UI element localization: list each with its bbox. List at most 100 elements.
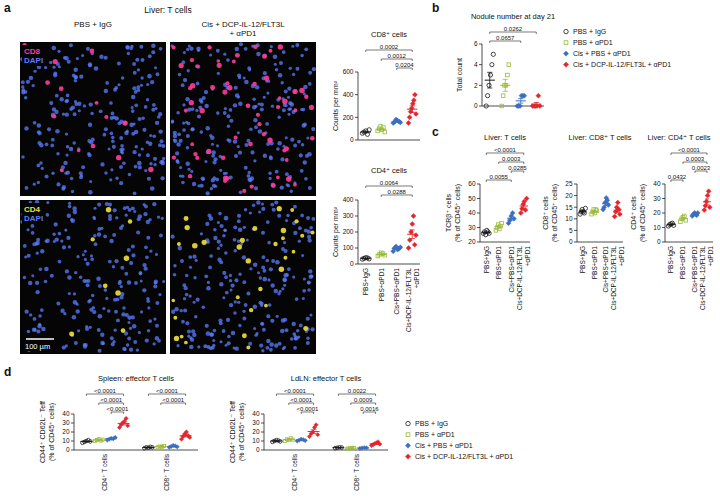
y-tick bbox=[662, 213, 665, 214]
nucleus bbox=[46, 213, 50, 217]
nucleus bbox=[144, 169, 147, 172]
stained-cell bbox=[188, 86, 192, 90]
nucleus bbox=[108, 147, 111, 150]
nucleus bbox=[262, 269, 266, 273]
stained-cell bbox=[128, 219, 132, 223]
nucleus bbox=[85, 325, 88, 328]
y-tick bbox=[479, 106, 482, 107]
nucleus bbox=[237, 145, 240, 148]
nucleus bbox=[161, 144, 165, 148]
nucleus bbox=[256, 52, 260, 56]
stained-cell bbox=[190, 58, 194, 62]
stained-cell bbox=[91, 144, 96, 149]
nucleus bbox=[189, 47, 193, 51]
nucleus bbox=[301, 143, 304, 146]
y-tick-label: 20 bbox=[62, 428, 70, 435]
nucleus bbox=[298, 226, 302, 230]
nucleus bbox=[233, 238, 237, 242]
nucleus bbox=[278, 73, 283, 78]
nucleus bbox=[220, 224, 224, 228]
nucleus bbox=[50, 144, 54, 148]
nucleus bbox=[307, 281, 311, 285]
nucleus bbox=[114, 259, 118, 263]
nucleus bbox=[185, 97, 189, 101]
nucleus bbox=[159, 160, 163, 164]
nucleus bbox=[262, 277, 267, 282]
nucleus bbox=[121, 151, 124, 154]
chart: CD8⁺ cells0200400600Counts per mm²0.0002… bbox=[332, 30, 420, 143]
nucleus bbox=[21, 88, 25, 92]
nucleus bbox=[77, 329, 80, 332]
mean-line bbox=[357, 447, 369, 448]
p-value: <0.0001 bbox=[284, 388, 307, 394]
nucleus bbox=[69, 147, 74, 152]
error-bar bbox=[669, 224, 673, 225]
mean-line bbox=[691, 214, 699, 215]
stained-cell bbox=[193, 152, 197, 156]
y-tick bbox=[355, 117, 358, 118]
stained-cell bbox=[293, 108, 297, 112]
image-background bbox=[170, 42, 316, 196]
nucleus bbox=[35, 281, 39, 285]
nucleus bbox=[137, 68, 140, 71]
nucleus bbox=[252, 204, 255, 207]
nucleus bbox=[155, 324, 159, 328]
marks bbox=[80, 416, 191, 450]
stain-label: CD8 bbox=[24, 47, 41, 56]
marks bbox=[481, 196, 529, 237]
nucleus bbox=[208, 266, 212, 270]
nucleus bbox=[262, 328, 266, 332]
stain-label: CD4 bbox=[24, 205, 41, 214]
nucleus bbox=[146, 153, 150, 157]
nucleus bbox=[308, 269, 312, 273]
data-point bbox=[615, 200, 620, 205]
data-point bbox=[409, 106, 414, 111]
x-tick-label: PBS+IgG bbox=[362, 268, 370, 295]
nucleus bbox=[121, 76, 124, 79]
nucleus bbox=[144, 105, 148, 109]
nucleus bbox=[196, 298, 200, 302]
nucleus bbox=[76, 57, 79, 60]
nucleus bbox=[131, 106, 134, 109]
nucleus bbox=[93, 217, 96, 220]
nucleus bbox=[306, 341, 310, 345]
nucleus bbox=[87, 139, 91, 143]
nucleus bbox=[37, 123, 42, 128]
nucleus bbox=[24, 96, 28, 100]
nucleus bbox=[266, 220, 270, 224]
data-point bbox=[383, 130, 387, 134]
nucleus bbox=[279, 290, 282, 293]
nucleus bbox=[79, 75, 83, 79]
nucleus bbox=[271, 105, 274, 108]
nucleus bbox=[90, 258, 94, 262]
y-tick-label: 200 bbox=[343, 228, 354, 235]
nucleus bbox=[251, 150, 255, 154]
nucleus bbox=[233, 311, 237, 315]
nucleus bbox=[269, 342, 274, 347]
y-axis-label: CD4⁺ cells(% of CD45⁺ cells) bbox=[630, 184, 647, 242]
stained-cell bbox=[269, 49, 273, 53]
nucleus bbox=[227, 335, 231, 339]
label-background bbox=[22, 203, 44, 224]
nucleus bbox=[104, 89, 108, 93]
legend-marker bbox=[564, 41, 568, 45]
y-tick bbox=[261, 441, 264, 442]
nucleus bbox=[231, 331, 236, 336]
nucleus bbox=[244, 143, 248, 147]
error-bar bbox=[363, 258, 368, 260]
image-background bbox=[20, 200, 166, 354]
nucleus bbox=[107, 309, 111, 313]
nucleus bbox=[244, 80, 249, 85]
data-point bbox=[606, 202, 611, 207]
y-tick bbox=[261, 450, 264, 451]
nucleus bbox=[99, 109, 103, 113]
x-tick-label: CD4⁺ T cells bbox=[291, 453, 298, 491]
nucleus bbox=[84, 250, 87, 253]
error-bar bbox=[121, 422, 127, 425]
chart: LdLN: effector T cells010203040CD44⁺ CD6… bbox=[229, 374, 513, 491]
nucleus bbox=[269, 267, 273, 271]
mean-line bbox=[392, 248, 402, 249]
nucleus bbox=[155, 253, 158, 256]
nucleus bbox=[117, 62, 121, 66]
nucleus bbox=[71, 218, 76, 223]
